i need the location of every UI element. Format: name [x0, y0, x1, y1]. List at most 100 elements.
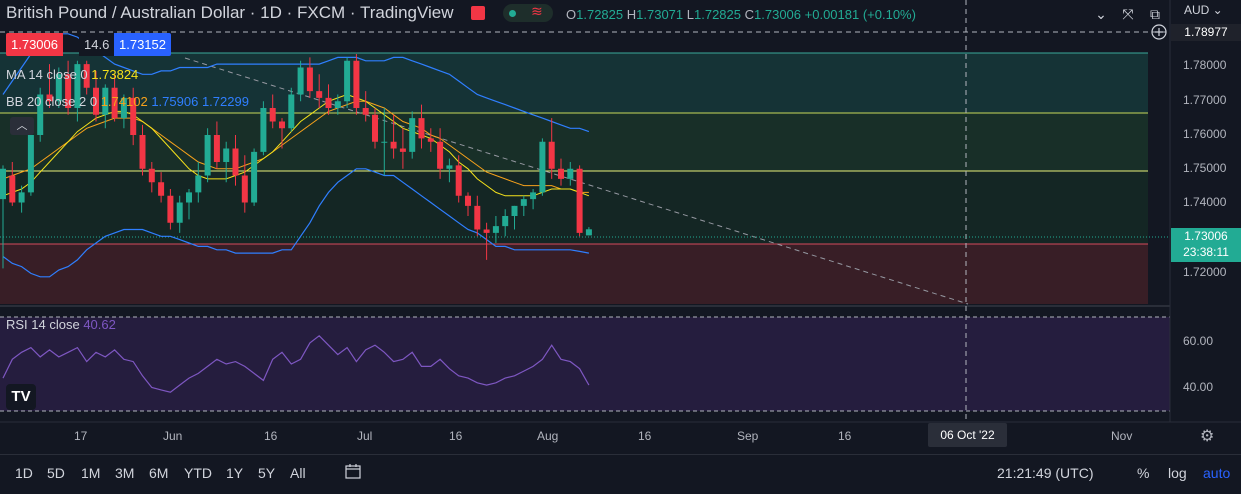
- price-tick: 1.74000: [1183, 195, 1227, 209]
- candle-up: [260, 108, 267, 152]
- candle-down: [362, 108, 369, 115]
- candle-up: [539, 141, 546, 193]
- candle-down: [483, 229, 490, 233]
- candle-up: [251, 151, 258, 203]
- range-5d-button[interactable]: 5D: [47, 465, 65, 481]
- axis-currency-selector[interactable]: AUD ⌄: [1184, 3, 1223, 17]
- candle-down: [269, 108, 276, 122]
- zone-lower-darkgreen: [0, 171, 1148, 244]
- symbol-title[interactable]: British Pound / Australian Dollar · 1D ·…: [6, 3, 454, 22]
- ohlc-values: O1.72825 H1.73071 L1.72825 C1.73006 +0.0…: [566, 7, 916, 22]
- range-all-button[interactable]: All: [290, 465, 306, 481]
- bb-basis-line: [2, 100, 589, 193]
- candle-down: [455, 165, 462, 196]
- price-tick: 1.78000: [1183, 58, 1227, 72]
- bb-legend[interactable]: BB 20 close 2 0 1.74102 1.75906 1.72299: [6, 94, 249, 109]
- candle-down: [130, 97, 137, 135]
- candle-up: [176, 202, 183, 223]
- spread-value: 14.6: [79, 33, 115, 56]
- candle-up: [195, 175, 202, 193]
- change-value: +0.00181 (+0.10%): [804, 7, 916, 22]
- range-3m-button[interactable]: 3M: [115, 465, 135, 481]
- candle-down: [232, 148, 239, 176]
- candle-up: [381, 141, 388, 143]
- candle-down: [93, 87, 99, 115]
- candle-down: [353, 60, 360, 108]
- range-5y-button[interactable]: 5Y: [258, 465, 276, 481]
- snapshot-icon[interactable]: ⧉: [1150, 6, 1160, 22]
- candle-down: [399, 148, 406, 152]
- fullscreen-icon[interactable]: ⤧: [1122, 6, 1134, 22]
- bottom-toolbar: [0, 454, 1241, 494]
- candle-up: [18, 192, 25, 203]
- sell-price-button[interactable]: 1.73006: [6, 33, 63, 56]
- candle-down: [111, 87, 118, 119]
- rsi-legend-value: 40.62: [83, 317, 116, 332]
- range-1y-button[interactable]: 1Y: [226, 465, 244, 481]
- candle-down: [474, 205, 481, 230]
- candle-down: [548, 141, 555, 169]
- candle-down: [9, 175, 16, 203]
- collapse-legend-icon[interactable]: ︿: [10, 117, 34, 135]
- candle-down: [437, 141, 444, 169]
- percent-scale-button[interactable]: %: [1137, 465, 1150, 481]
- candle-up: [27, 135, 34, 193]
- candle-down: [167, 195, 174, 223]
- bar-countdown: 23:38:11: [1183, 245, 1229, 259]
- plus-circle-icon[interactable]: [1151, 24, 1167, 40]
- candle-up: [530, 192, 537, 200]
- utc-clock[interactable]: 21:21:49 (UTC): [997, 465, 1094, 481]
- rsi-legend[interactable]: RSI 14 close 40.62: [6, 317, 116, 332]
- candle-up: [446, 165, 453, 169]
- candle-down: [83, 64, 90, 88]
- close-label: C: [744, 7, 755, 22]
- high-label: H: [626, 7, 637, 22]
- candle-down: [576, 168, 583, 233]
- close-value: 1.73006: [754, 7, 802, 22]
- candle-up: [511, 205, 518, 216]
- scroll-down-icon[interactable]: ⌄: [1095, 6, 1107, 22]
- crosshair-price-label: 1.78977: [1171, 24, 1241, 41]
- candle-up: [520, 199, 527, 206]
- candle-up: [37, 94, 44, 135]
- flag-icon[interactable]: [471, 6, 485, 20]
- candle-down: [279, 121, 285, 129]
- rsi-background: [0, 317, 1170, 411]
- ma-legend[interactable]: MA 14 close 0 1.73824: [6, 67, 138, 82]
- market-status-pill[interactable]: [503, 4, 553, 22]
- candle-down: [213, 135, 220, 162]
- log-scale-button[interactable]: log: [1168, 465, 1187, 481]
- range-1m-button[interactable]: 1M: [81, 465, 101, 481]
- calendar-icon[interactable]: [345, 463, 361, 479]
- candle-down: [148, 168, 155, 183]
- crosshair-date-label: 06 Oct '22: [928, 423, 1007, 447]
- range-1d-button[interactable]: 1D: [15, 465, 33, 481]
- low-value: 1.72825: [694, 7, 741, 22]
- candle-up: [186, 192, 192, 203]
- rsi-legend-label: RSI 14 close: [6, 317, 80, 332]
- zone-bottom-red: [0, 244, 1148, 304]
- price-tick: 1.72000: [1183, 265, 1227, 279]
- date-tick: 16: [838, 429, 852, 443]
- tradingview-logo-icon[interactable]: TV: [6, 384, 36, 410]
- open-value: 1.72825: [576, 7, 624, 22]
- candle-down: [46, 94, 53, 102]
- range-ytd-button[interactable]: YTD: [184, 465, 212, 481]
- candle-down: [306, 67, 313, 92]
- auto-scale-button[interactable]: auto: [1203, 465, 1231, 481]
- candle-up: [344, 60, 351, 102]
- date-tick: Jun: [163, 429, 183, 443]
- candle-up: [74, 64, 81, 108]
- candle-up: [120, 97, 127, 119]
- date-tick: Sep: [737, 429, 759, 443]
- gear-icon[interactable]: ⚙: [1200, 428, 1215, 445]
- range-6m-button[interactable]: 6M: [149, 465, 169, 481]
- rsi-tick: 60.00: [1183, 334, 1214, 348]
- candle-up: [567, 168, 574, 179]
- currency-label: AUD: [1184, 3, 1210, 17]
- buy-price-button[interactable]: 1.73152: [114, 33, 171, 56]
- candle-up: [334, 101, 341, 108]
- candle-down: [372, 114, 378, 142]
